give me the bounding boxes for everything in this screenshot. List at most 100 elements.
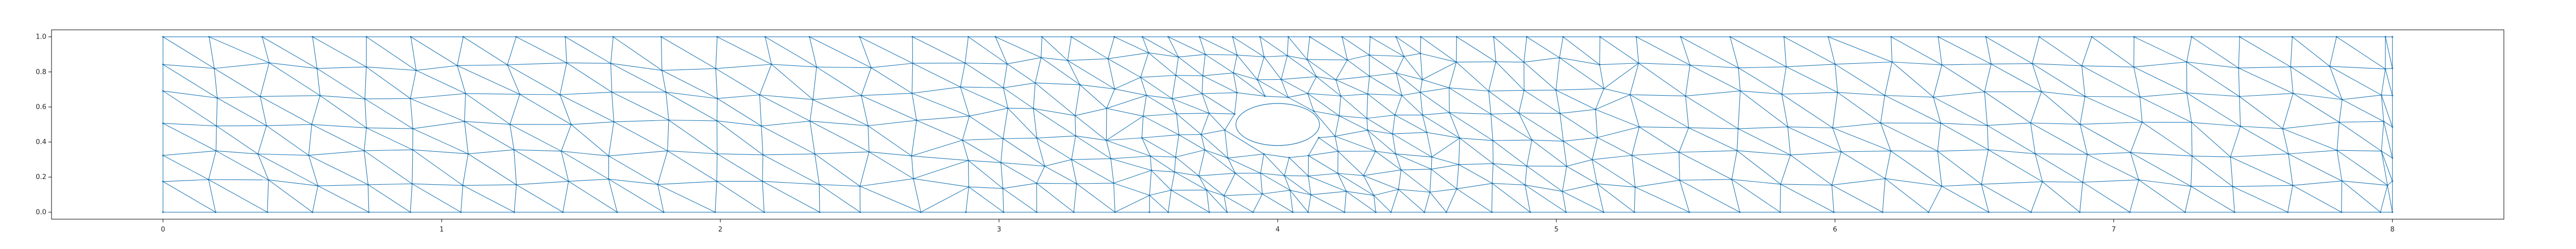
mesh-node bbox=[266, 125, 267, 127]
mesh-node bbox=[1257, 79, 1258, 80]
mesh-node bbox=[2338, 121, 2340, 123]
mesh-node bbox=[814, 153, 816, 155]
mesh-node bbox=[410, 98, 411, 99]
mesh-node bbox=[1234, 172, 1236, 174]
mesh-node bbox=[1178, 134, 1180, 135]
mesh-node bbox=[1032, 108, 1034, 109]
mesh-node bbox=[2129, 211, 2130, 213]
mesh-node bbox=[1430, 168, 1432, 170]
mesh-node bbox=[216, 97, 218, 99]
mesh-node bbox=[1167, 36, 1169, 38]
mesh-node bbox=[208, 179, 209, 181]
mesh-node bbox=[2341, 211, 2342, 213]
mesh-node bbox=[1429, 191, 1431, 193]
mesh-node bbox=[2287, 211, 2289, 213]
mesh-node bbox=[1739, 211, 1740, 213]
mesh-node bbox=[2239, 36, 2241, 38]
mesh-node bbox=[1448, 87, 1450, 88]
mesh-node bbox=[2041, 91, 2042, 93]
mesh-node bbox=[1106, 139, 1107, 141]
mesh-node bbox=[1980, 184, 1982, 185]
mesh-node bbox=[1002, 188, 1004, 189]
mesh-node bbox=[1634, 186, 1636, 188]
mesh-node bbox=[364, 98, 366, 100]
mesh-node bbox=[464, 121, 465, 122]
mesh-node bbox=[2380, 211, 2381, 213]
mesh-node bbox=[2336, 150, 2338, 151]
mesh-node bbox=[912, 178, 914, 180]
mesh-node bbox=[1141, 137, 1143, 138]
mesh-edge bbox=[1493, 140, 1494, 164]
mesh-node bbox=[2141, 121, 2143, 123]
mesh-node bbox=[870, 67, 872, 68]
mesh-node bbox=[1780, 184, 1782, 185]
mesh-node bbox=[1736, 150, 1738, 151]
mesh-node bbox=[1730, 36, 1731, 38]
mesh-node bbox=[961, 139, 963, 141]
mesh-node bbox=[1599, 36, 1601, 38]
mesh-node bbox=[559, 94, 561, 95]
mesh-node bbox=[1688, 211, 1690, 213]
mesh-node bbox=[257, 153, 259, 155]
mesh-node bbox=[1309, 36, 1311, 38]
mesh-node bbox=[1289, 157, 1290, 158]
mesh-node bbox=[1603, 88, 1605, 90]
mesh-node bbox=[859, 211, 861, 213]
mesh-node bbox=[1891, 61, 1893, 63]
mesh-node bbox=[1334, 135, 1336, 137]
mesh-node bbox=[995, 36, 996, 38]
mesh-node bbox=[1227, 157, 1229, 159]
mesh-node bbox=[1524, 184, 1526, 186]
mesh-node bbox=[410, 211, 411, 213]
mesh-node bbox=[2035, 153, 2036, 154]
mesh-node bbox=[515, 36, 517, 38]
mesh-node bbox=[1149, 211, 1150, 213]
mesh-node bbox=[1526, 165, 1528, 167]
mesh-node bbox=[968, 186, 970, 188]
mesh-node bbox=[1369, 76, 1370, 77]
mesh-node bbox=[1313, 110, 1314, 112]
mesh-node bbox=[2082, 182, 2083, 183]
mesh-node bbox=[920, 211, 922, 213]
mesh-node bbox=[513, 149, 515, 151]
mesh-node bbox=[1638, 62, 1639, 64]
mesh-node bbox=[1834, 63, 1836, 65]
mesh-edge bbox=[1008, 108, 1033, 109]
mesh-node bbox=[2190, 186, 2192, 187]
mesh-node bbox=[1422, 114, 1423, 116]
mesh-node bbox=[2392, 95, 2393, 96]
mesh-node bbox=[1988, 149, 1989, 150]
mesh-node bbox=[1780, 211, 1781, 213]
mesh-node bbox=[812, 99, 814, 100]
mesh-node bbox=[465, 93, 466, 94]
mesh-node bbox=[311, 123, 313, 125]
mesh-node bbox=[613, 36, 614, 38]
mesh-node bbox=[1459, 137, 1461, 139]
mesh-node bbox=[1933, 96, 1934, 98]
mesh-node bbox=[1307, 93, 1309, 94]
mesh-node bbox=[312, 36, 313, 38]
mesh-node bbox=[561, 150, 562, 152]
mesh-node bbox=[363, 150, 365, 151]
mesh-node bbox=[1232, 36, 1233, 38]
mesh-node bbox=[1149, 155, 1151, 157]
mesh-node bbox=[2290, 66, 2292, 67]
mesh-node bbox=[1562, 36, 1564, 38]
mesh-node bbox=[1200, 134, 1202, 135]
mesh-node bbox=[1940, 122, 1941, 124]
mesh-node bbox=[2287, 153, 2289, 155]
mesh-node bbox=[2384, 68, 2386, 70]
mesh-node bbox=[1398, 189, 1399, 190]
mesh-node bbox=[467, 153, 469, 155]
mesh-node bbox=[819, 211, 820, 213]
mesh-node bbox=[1337, 151, 1339, 152]
mesh-node bbox=[2079, 123, 2081, 125]
mesh-node bbox=[1984, 91, 1985, 93]
mesh-node bbox=[765, 36, 766, 38]
mesh-node bbox=[1456, 36, 1458, 38]
mesh-node bbox=[2392, 36, 2393, 38]
mesh-node bbox=[1107, 58, 1109, 60]
mesh-node bbox=[1492, 183, 1493, 184]
mesh-node bbox=[1236, 92, 1238, 94]
